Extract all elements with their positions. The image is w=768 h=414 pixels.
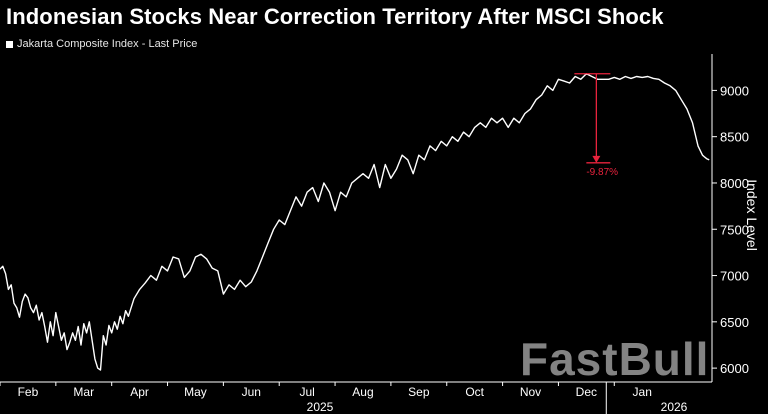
x-tick-label: Apr [130, 385, 149, 399]
y-axis-label: Index Level [744, 179, 760, 251]
series-group [0, 72, 710, 371]
chart-title: Indonesian Stocks Near Correction Territ… [6, 4, 664, 29]
x-tick-label: Dec [576, 385, 597, 399]
x-tick-label: May [184, 385, 207, 399]
x-tick-label: Jan [633, 385, 652, 399]
legend-label: Jakarta Composite Index - Last Price [17, 38, 198, 50]
x-tick-label: Jul [299, 385, 314, 399]
x-tick-label: Jun [242, 385, 261, 399]
year-label-2025: 2025 [307, 400, 334, 414]
y-tick-label: 6500 [720, 315, 749, 330]
annotation-arrow-head [592, 155, 601, 163]
x-tick-label: Sep [408, 385, 430, 399]
x-tick-label: Nov [520, 385, 541, 399]
y-tick-label: 7000 [720, 269, 749, 284]
chart-axes: 6000 6500 7000 7500 8000 8500 9000 Feb Mar Apr May… [0, 54, 749, 414]
x-tick-label: Aug [352, 385, 373, 399]
y-tick-label: 7500 [720, 222, 749, 237]
y-tick-label: 8000 [720, 176, 749, 191]
x-tick-label: Mar [73, 385, 94, 399]
legend-swatch [6, 40, 13, 48]
y-tick-label: 9000 [720, 83, 749, 98]
x-tick-label: Feb [18, 385, 39, 399]
annotation-label: -9.87% [586, 167, 618, 178]
year-label-2026: 2026 [661, 400, 688, 414]
chart-legend: Jakarta Composite Index - Last Price [6, 38, 197, 50]
drop-annotation: -9.87% [574, 73, 618, 178]
y-tick-label: 6000 [720, 361, 749, 376]
fastbull-watermark-logo: FastBull [520, 333, 710, 385]
y-tick-label: 8500 [720, 130, 749, 145]
x-tick-label: Oct [465, 385, 484, 399]
series-line [0, 72, 710, 371]
